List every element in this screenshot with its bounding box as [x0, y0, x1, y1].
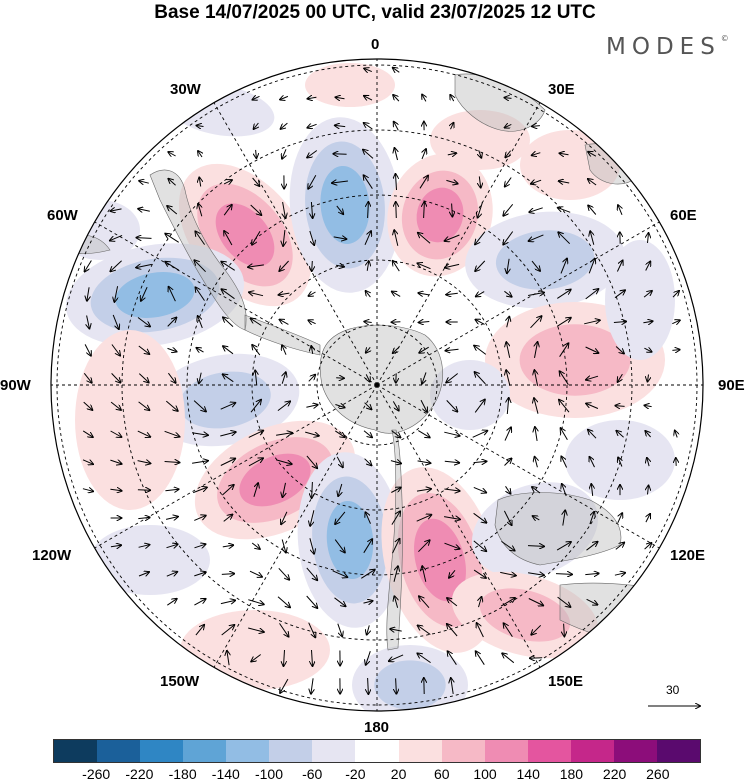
lon-label-120e: 120E: [670, 547, 706, 564]
colorbar-tick-label: -260: [82, 766, 111, 782]
lon-label-90w: 90W: [0, 377, 31, 394]
lon-label-60e: 60E: [670, 207, 697, 224]
negative-anomaly-contour: [472, 482, 598, 578]
negative-anomaly-contour: [90, 525, 210, 595]
lon-label-30e: 30E: [548, 81, 575, 98]
lon-label-180: 180: [364, 719, 390, 736]
land-area: [244, 314, 321, 356]
land-area: [559, 582, 701, 661]
colorbar-tick-label: -100: [254, 766, 284, 782]
positive-anomaly-contour: [180, 610, 330, 690]
colorbar-swatch: [140, 740, 184, 762]
colorbar-swatch: [570, 740, 614, 762]
colorbar-tick-label: 180: [559, 766, 584, 782]
positive-anomaly-contour: [305, 63, 395, 107]
colorbar-swatch: [527, 740, 571, 762]
positive-anomaly-contour: [416, 187, 464, 243]
colorbar-ticks: -260 -220 -180 -140 -100 -60 -20 20 60 100 140 180 2…: [0, 766, 750, 783]
negative-anomaly-contour: [179, 371, 271, 429]
wind-vectors: [82, 68, 680, 694]
colorbar-swatch: [441, 740, 485, 762]
modes-logo: MODES©: [606, 34, 729, 60]
colorbar-swatch: [226, 740, 270, 762]
negative-anomaly-contour: [495, 230, 595, 290]
colorbar-swatch: [54, 740, 98, 762]
lon-label-0: 0: [371, 36, 380, 53]
colorbar-tick-label: 260: [646, 766, 670, 782]
colorbar-tick-label: 60: [434, 766, 450, 782]
negative-anomaly-contour: [374, 660, 446, 710]
map-title: Base 14/07/2025 00 UTC, valid 23/07/2025…: [154, 2, 596, 23]
graticule: [51, 59, 703, 711]
colorbar-tick-label: -140: [211, 766, 240, 782]
positive-anomaly-contour: [519, 324, 631, 396]
colorbar-swatch: [269, 740, 313, 762]
colorbar-tick-label: 140: [516, 766, 540, 782]
colorbar-tick-label: 220: [602, 766, 627, 782]
lon-label-30w: 30W: [170, 81, 201, 98]
colorbar-swatch: [656, 740, 700, 762]
negative-anomaly-contour: [605, 240, 675, 360]
positive-anomaly-contour: [239, 453, 311, 507]
lon-label-120w: 120W: [32, 547, 72, 564]
colorbar-tick-label: 20: [390, 766, 407, 782]
colorbar-swatch: [484, 740, 528, 762]
colorbar-swatch: [312, 740, 356, 762]
colorbar-tick-label: 100: [473, 766, 497, 782]
lon-label-90e: 90E: [718, 377, 745, 394]
lon-label-150e: 150E: [548, 673, 584, 690]
colorbar-tick-label: -20: [345, 766, 366, 782]
positive-anomaly-contour: [215, 203, 275, 267]
map-boundary: [50, 58, 704, 712]
colorbar-swatch: [398, 740, 442, 762]
colorbar-tick-label: -180: [168, 766, 197, 782]
lon-label-150w: 150W: [160, 673, 200, 690]
positive-anomaly-contour: [520, 130, 620, 200]
colorbar-swatch: [97, 740, 141, 762]
colorbar-swatch: [613, 740, 657, 762]
reference-vector-label: 30: [666, 683, 680, 697]
colorbar-tick-label: -220: [125, 766, 154, 782]
positive-anomaly-contour: [75, 330, 185, 510]
negative-anomaly-contour: [115, 272, 195, 318]
colorbar: [53, 739, 701, 763]
lon-label-60w: 60W: [47, 207, 78, 224]
colorbar-swatch: [183, 740, 227, 762]
colorbar-tick-label: -60: [302, 766, 323, 782]
colorbar-swatch: [355, 740, 399, 762]
